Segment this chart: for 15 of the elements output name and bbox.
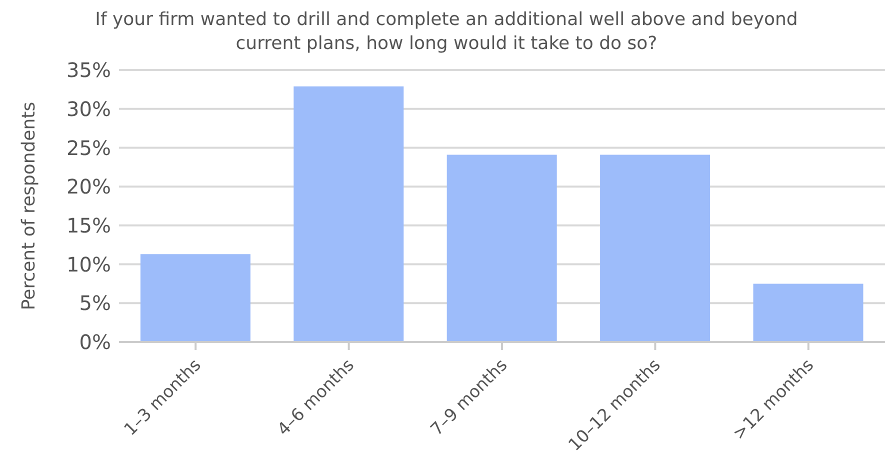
chart-title: If your firm wanted to drill and complete an additional well above and beyond current plans, how long would it take to do so? [94,8,799,56]
bar [600,154,710,342]
y-tick-label: 25% [66,136,111,160]
y-tick-label: 10% [66,252,111,276]
y-axis-title: Percent of respondents [18,102,40,310]
y-tick-label: 35% [66,58,111,82]
bar [294,86,404,342]
bar [753,284,864,342]
y-tick-label: 5% [79,291,111,316]
bar [140,254,250,342]
y-tick-label: 30% [66,96,111,121]
y-tick-label: 20% [66,174,111,199]
y-tick-label: 0% [79,330,111,354]
bar [446,154,557,342]
y-tick-label: 15% [66,214,111,238]
